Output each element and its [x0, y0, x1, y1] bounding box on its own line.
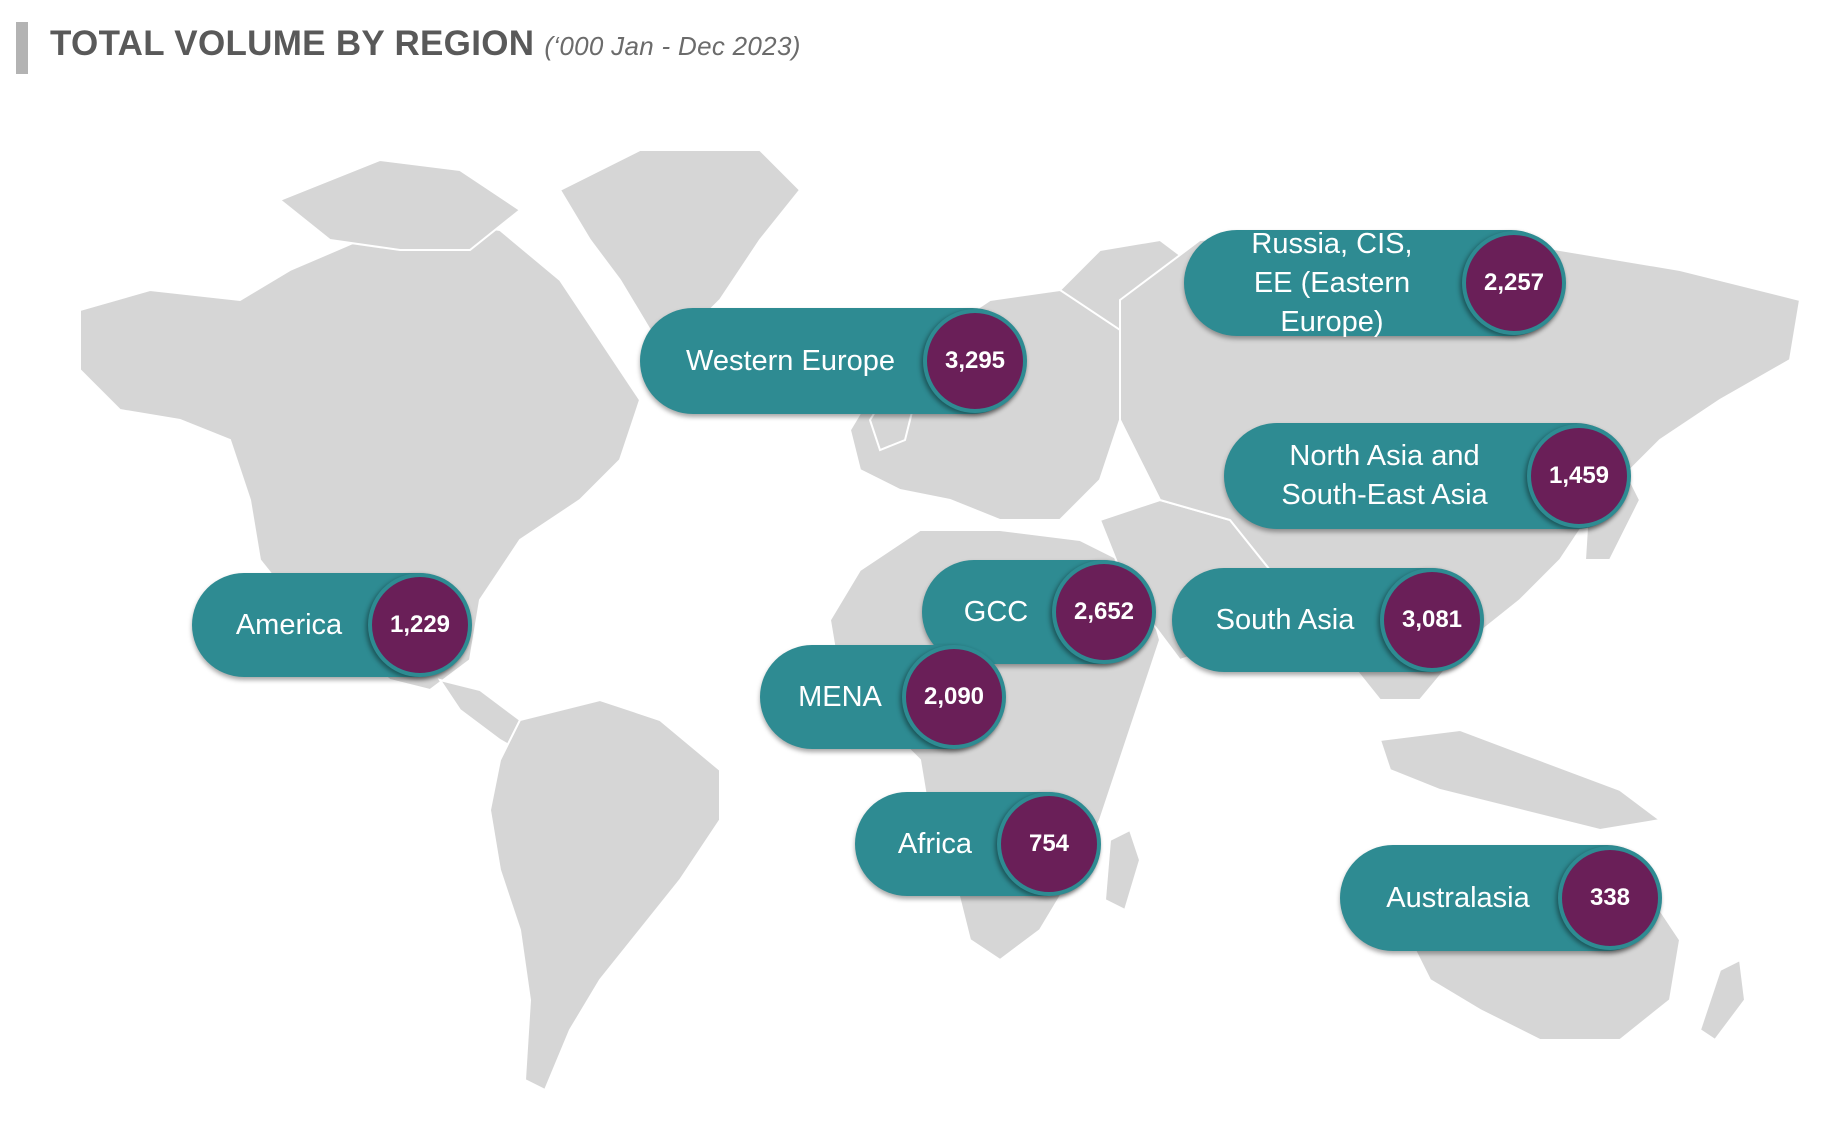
title-accent-bar	[16, 22, 28, 74]
region-pill-mena[interactable]: MENA 2,090	[760, 645, 1006, 749]
region-value-badge: 3,295	[923, 309, 1027, 413]
region-label: Western Europe	[685, 344, 896, 377]
region-pill-russia-cis-ee[interactable]: Russia, CIS, EE (Eastern Europe) 2,257	[1184, 228, 1566, 338]
region-pill-africa[interactable]: Africa 754	[855, 792, 1101, 896]
page-title: TOTAL VOLUME BY REGION (‘000 Jan - Dec 2…	[50, 24, 801, 64]
region-value-badge: 2,257	[1462, 231, 1566, 335]
region-label: Australasia	[1386, 881, 1530, 914]
landmass-madagascar	[1103, 828, 1142, 912]
region-value-badge: 338	[1558, 846, 1662, 950]
region-pill-north-asia-se-asia[interactable]: North Asia and South-East Asia 1,459	[1224, 423, 1631, 529]
region-value-badge: 1,229	[368, 573, 472, 677]
region-value-badge: 2,652	[1052, 560, 1156, 664]
region-value-badge: 1,459	[1527, 424, 1631, 528]
title-text: TOTAL VOLUME BY REGION	[50, 24, 535, 63]
region-label: Africa	[897, 827, 973, 860]
region-pill-western-europe[interactable]: Western Europe 3,295	[640, 308, 1027, 414]
region-label: North Asia and South-East Asia	[1281, 440, 1488, 511]
landmass-new-zealand	[1698, 958, 1747, 1042]
region-pill-south-asia[interactable]: South Asia 3,081	[1172, 568, 1484, 672]
region-label: America	[235, 608, 343, 641]
landmass-greenland	[558, 149, 802, 342]
region-value-badge: 754	[997, 792, 1101, 896]
region-pill-australasia[interactable]: Australasia 338	[1340, 845, 1662, 951]
landmass-south-america	[488, 698, 721, 1092]
title-subtitle: (‘000 Jan - Dec 2023)	[544, 31, 801, 61]
region-value-badge: 3,081	[1380, 568, 1484, 672]
region-label: MENA	[798, 680, 882, 713]
region-value-badge: 2,090	[902, 645, 1006, 749]
landmass-arctic-islands	[278, 158, 522, 251]
region-label: GCC	[963, 595, 1029, 628]
region-label: South Asia	[1215, 603, 1355, 636]
landmass-southeast-asia-islands	[1378, 728, 1663, 832]
region-pill-america[interactable]: America 1,229	[192, 573, 472, 677]
region-label: Russia, CIS, EE (Eastern Europe)	[1251, 227, 1413, 338]
